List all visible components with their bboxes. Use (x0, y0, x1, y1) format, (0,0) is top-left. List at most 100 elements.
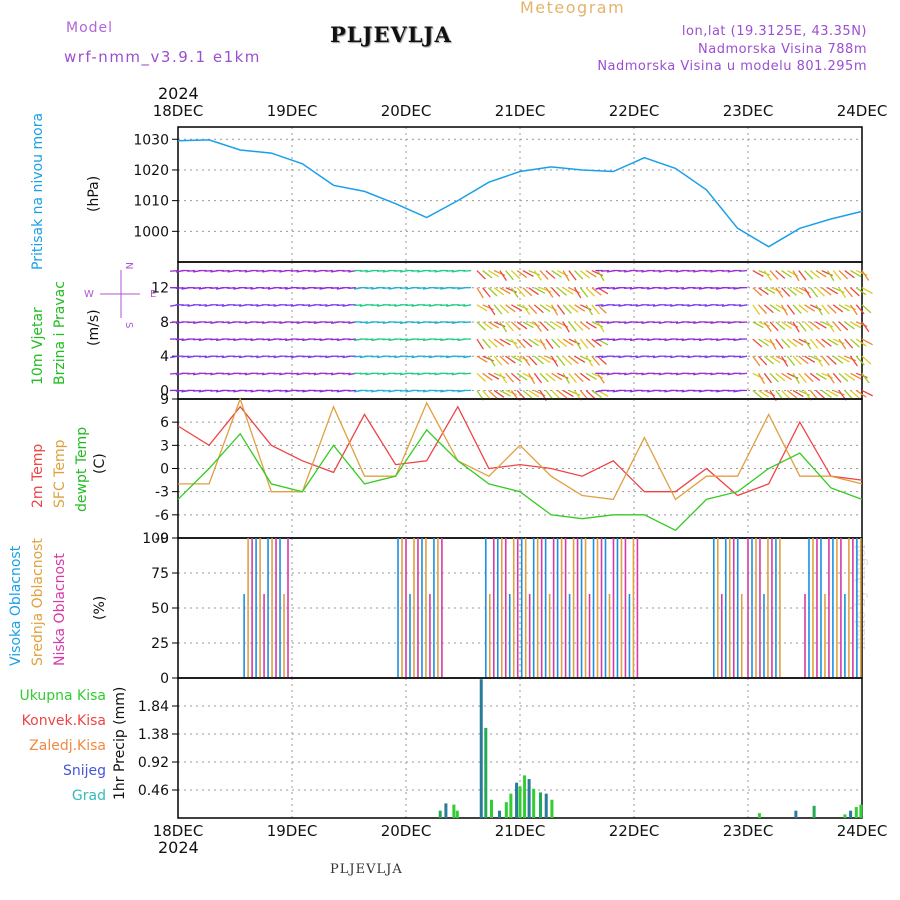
wind-arrow (574, 321, 584, 331)
wind-arrow (487, 338, 498, 348)
wind-arrow (434, 287, 443, 290)
wind-arrow (551, 355, 559, 367)
wind-arrow (227, 389, 236, 392)
wind-arrow (505, 287, 517, 293)
wind-arrow (826, 270, 835, 282)
compass-n: N (123, 262, 134, 269)
wind-arrow (861, 304, 872, 314)
wind-arrow (545, 372, 556, 382)
wind-arrow (279, 338, 288, 341)
wind-arrow (698, 304, 707, 307)
wind-arrow (516, 304, 529, 310)
side-labels: Pritisak na nivou mora (hPa) 10m Vjetar … (8, 113, 156, 804)
wind-arrow (849, 304, 858, 316)
y-tick-label: 0 (160, 671, 169, 687)
wind-arrow (710, 389, 719, 392)
wind-arrow (775, 270, 786, 279)
wind-arrow (411, 269, 420, 272)
wind-arrow (595, 355, 604, 358)
wind-arrow (838, 372, 849, 382)
wind-arrow (597, 372, 605, 384)
precip-bar (527, 779, 531, 818)
precip-bar (490, 799, 493, 818)
wind-arrow (482, 338, 491, 349)
precip-bar (539, 792, 543, 818)
wind-arrow (261, 287, 271, 290)
wind-arrow (482, 270, 493, 279)
wind-arrow (210, 287, 219, 290)
wind-arrow (244, 287, 253, 290)
wind-arrow (815, 355, 824, 367)
pressure-label: Pritisak na nivou mora (30, 113, 46, 270)
wind-arrow (591, 372, 604, 379)
wind-arrow (769, 287, 782, 293)
precip-bar (523, 775, 527, 818)
wind-arrow (445, 372, 454, 375)
wind-arrow (562, 389, 574, 398)
wind-arrow (733, 304, 742, 307)
wind-arrow (752, 287, 763, 297)
time-label-bottom: 19DEC (267, 822, 318, 840)
wind-arrow (476, 304, 488, 312)
time-label-bottom: 24DEC (837, 822, 888, 840)
wind-arrow (769, 372, 779, 383)
wind-arrow (591, 338, 602, 347)
wind-arrow (539, 338, 547, 350)
year-top: 2024 (158, 84, 199, 103)
time-label-bottom: 23DEC (723, 822, 774, 840)
wind-arrow (256, 321, 265, 324)
wind-arrow (629, 304, 638, 307)
wind-arrow (204, 321, 213, 324)
wind-arrow (844, 372, 855, 381)
pressure-unit: (hPa) (86, 176, 102, 212)
wind-arrow (411, 321, 420, 324)
wind-arrow (635, 372, 644, 375)
wind-unit: (m/s) (86, 309, 102, 346)
wind-arrow (601, 372, 610, 375)
wind-arrow (635, 321, 644, 324)
wind-arrow (844, 287, 853, 298)
wind-arrow (192, 389, 202, 392)
wind-arrow (792, 389, 804, 398)
wind-arrow (499, 389, 511, 397)
wind-arrow (739, 321, 748, 324)
wind-arrow (169, 372, 179, 375)
wind-arrow (855, 269, 868, 276)
wind-arrow (798, 355, 809, 365)
wind-arrow (493, 321, 506, 328)
temp-line (178, 397, 863, 501)
wind-arrow (482, 372, 493, 381)
y-tick-label: -3 (155, 485, 169, 501)
wind-arrow (556, 355, 566, 367)
wind-arrow (815, 287, 825, 297)
wind-arrow (585, 355, 594, 367)
wind-arrow (786, 287, 797, 296)
wind-arrow (273, 372, 282, 375)
wind-arrow (296, 338, 305, 341)
wind-arrow (585, 338, 596, 348)
wind-arrow (376, 269, 385, 272)
wind-arrow (809, 390, 819, 401)
wind-arrow (192, 287, 202, 290)
wind-arrow (721, 269, 730, 272)
wind-arrow (579, 338, 589, 349)
wind-arrow (585, 304, 594, 316)
wind-arrow (353, 355, 362, 358)
wind-arrow (832, 304, 844, 313)
wind-arrow (585, 372, 597, 380)
y-tick-label: 8 (160, 315, 169, 331)
wind-arrow (279, 389, 288, 392)
wind-arrow (780, 355, 789, 367)
wind-arrow (516, 321, 528, 330)
wind-arrow (279, 287, 288, 290)
wind-arrow (844, 304, 857, 311)
wind-arrow (539, 355, 551, 364)
wind-arrow (210, 389, 219, 392)
precip-legend-item: Zaledj.Kisa (29, 738, 106, 754)
wind-arrow (302, 304, 311, 307)
wind-arrow (781, 270, 792, 278)
wind-arrow (215, 355, 225, 358)
wind-arrow (809, 270, 821, 279)
cloud-unit: (%) (92, 596, 108, 620)
wind-arrow (528, 287, 539, 296)
